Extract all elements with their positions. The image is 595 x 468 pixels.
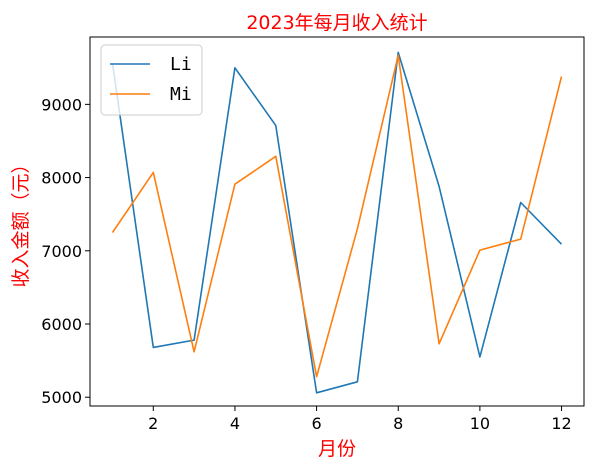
chart-title: 2023年每月收入统计 [246, 12, 427, 34]
plot-area [89, 36, 585, 407]
legend-label-li: Li [170, 54, 192, 75]
legend-box [100, 44, 203, 116]
x-axis-label: 月份 [318, 438, 356, 460]
y-tick-label: 7000 [41, 242, 82, 261]
x-tick-label: 12 [551, 414, 571, 433]
y-axis: 5000 6000 7000 8000 9000 [41, 95, 90, 407]
x-axis: 2 4 6 8 10 12 [148, 406, 572, 433]
series-line-mi [111, 54, 563, 378]
x-tick-label: 6 [311, 414, 321, 433]
y-tick-label: 5000 [41, 388, 82, 407]
x-tick-label: 10 [470, 414, 490, 433]
x-tick-label: 4 [230, 414, 240, 433]
series-layer [111, 51, 563, 394]
y-axis-label: 收入金额（元） [10, 154, 32, 287]
y-tick-label: 9000 [41, 95, 82, 114]
series-line-li [111, 51, 563, 394]
x-tick-label: 8 [393, 414, 403, 433]
legend: Li Mi [100, 44, 203, 116]
x-tick-label: 2 [148, 414, 158, 433]
legend-label-mi: Mi [170, 84, 192, 105]
y-tick-label: 8000 [41, 169, 82, 188]
y-tick-label: 6000 [41, 315, 82, 334]
